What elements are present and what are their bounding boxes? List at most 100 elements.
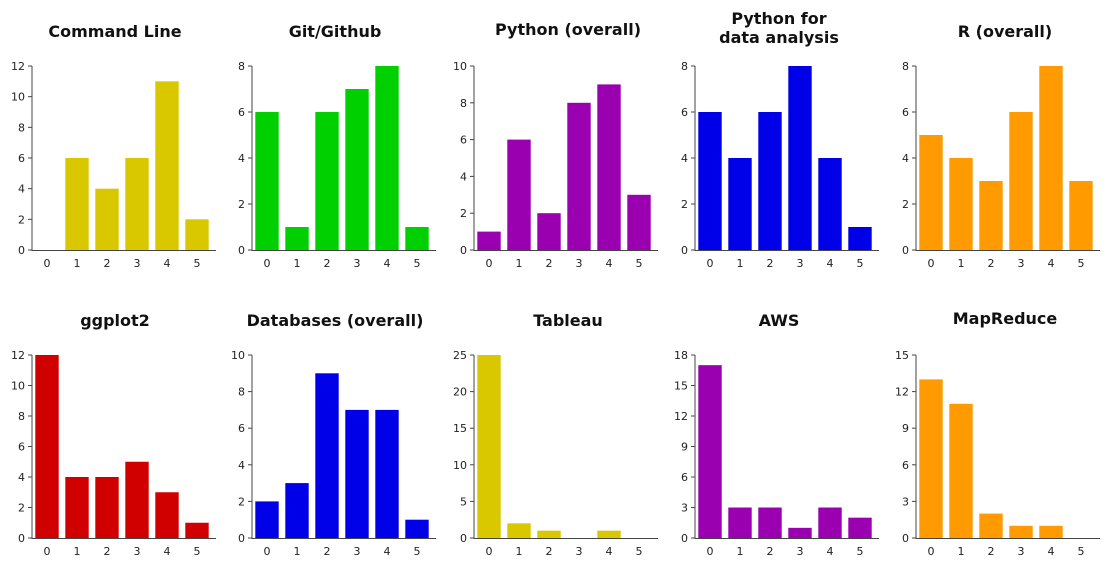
bar	[125, 158, 149, 250]
y-tick-label: 8	[238, 60, 245, 73]
chart-title: Python (overall)	[495, 20, 641, 39]
x-tick-label: 3	[134, 545, 141, 558]
chart-title: MapReduce	[953, 309, 1058, 328]
x-tick-label: 3	[354, 545, 361, 558]
bar	[949, 158, 973, 250]
y-tick-label: 6	[681, 106, 688, 119]
x-tick-label: 3	[1018, 545, 1025, 558]
x-tick-label: 0	[44, 257, 51, 270]
chart-panel: Tableau 0 5 10 15 20 25 0 1 2 3 4 5	[453, 311, 658, 558]
y-tick-label: 2	[18, 502, 25, 515]
y-tick-label: 6	[18, 441, 25, 454]
bar	[979, 181, 1003, 250]
bar	[345, 409, 369, 538]
chart-title: Command Line	[48, 22, 181, 41]
y-tick-label: 3	[681, 502, 688, 515]
bar	[95, 477, 119, 538]
y-tick-label: 4	[460, 170, 467, 183]
y-tick-label: 0	[238, 532, 245, 545]
x-tick-label: 4	[1048, 257, 1055, 270]
bar	[537, 530, 561, 538]
y-tick-label: 25	[453, 349, 467, 362]
x-tick-label: 0	[486, 257, 493, 270]
bar	[698, 365, 722, 538]
bar	[537, 213, 561, 250]
bar	[285, 483, 309, 538]
y-tick-label: 2	[18, 213, 25, 226]
x-tick-label: 5	[194, 257, 201, 270]
y-tick-label: 4	[238, 459, 245, 472]
chart-title: AWS	[759, 311, 800, 330]
y-tick-label: 6	[902, 459, 909, 472]
x-tick-label: 0	[264, 545, 271, 558]
bar	[1009, 525, 1033, 538]
bar	[567, 102, 591, 250]
y-tick-label: 6	[681, 471, 688, 484]
x-tick-label: 2	[324, 257, 331, 270]
x-tick-label: 2	[104, 257, 111, 270]
y-tick-label: 6	[460, 134, 467, 147]
y-tick-label: 0	[902, 244, 909, 257]
x-tick-label: 4	[827, 257, 834, 270]
x-tick-label: 4	[384, 257, 391, 270]
x-tick-label: 3	[797, 257, 804, 270]
x-tick-label: 0	[928, 545, 935, 558]
bar	[507, 139, 531, 250]
y-tick-label: 15	[674, 380, 688, 393]
bar	[155, 81, 179, 250]
y-tick-label: 8	[18, 410, 25, 423]
x-tick-label: 3	[576, 545, 583, 558]
x-tick-label: 1	[516, 257, 523, 270]
bar	[1039, 525, 1063, 538]
y-tick-label: 4	[18, 183, 25, 196]
x-tick-label: 4	[606, 257, 613, 270]
bar	[627, 194, 651, 250]
y-tick-label: 2	[238, 198, 245, 211]
x-tick-label: 5	[414, 545, 421, 558]
chart-panel: Git/Github 0 2 4 6 8 0 1 2 3 4 5	[238, 22, 436, 270]
bar	[35, 355, 59, 538]
y-tick-label: 0	[681, 244, 688, 257]
y-tick-label: 12	[674, 410, 688, 423]
x-tick-label: 2	[767, 257, 774, 270]
bar	[848, 517, 872, 538]
y-tick-label: 10	[453, 459, 467, 472]
x-tick-label: 1	[737, 257, 744, 270]
y-tick-label: 9	[681, 441, 688, 454]
x-tick-label: 5	[1078, 257, 1085, 270]
bar	[375, 66, 399, 250]
x-tick-label: 1	[74, 257, 81, 270]
bar	[949, 403, 973, 538]
bar	[597, 530, 621, 538]
y-tick-label: 0	[18, 244, 25, 257]
y-tick-label: 0	[681, 532, 688, 545]
x-tick-label: 1	[737, 545, 744, 558]
y-tick-label: 10	[453, 60, 467, 73]
x-tick-label: 0	[707, 257, 714, 270]
y-tick-label: 6	[902, 106, 909, 119]
bar	[848, 227, 872, 250]
bar	[315, 373, 339, 538]
chart-title: Git/Github	[289, 22, 382, 41]
x-tick-label: 5	[636, 257, 643, 270]
y-tick-label: 8	[238, 386, 245, 399]
bar	[345, 89, 369, 250]
x-tick-label: 2	[988, 545, 995, 558]
x-tick-label: 2	[546, 257, 553, 270]
bar	[477, 355, 501, 538]
y-tick-label: 8	[902, 60, 909, 73]
bar	[728, 507, 752, 538]
bar	[698, 112, 722, 250]
y-tick-label: 5	[460, 495, 467, 508]
x-tick-label: 4	[164, 257, 171, 270]
x-tick-label: 3	[1018, 257, 1025, 270]
bar	[375, 409, 399, 538]
x-tick-label: 1	[958, 257, 965, 270]
y-tick-label: 18	[674, 349, 688, 362]
chart-title: data analysis	[719, 28, 839, 47]
